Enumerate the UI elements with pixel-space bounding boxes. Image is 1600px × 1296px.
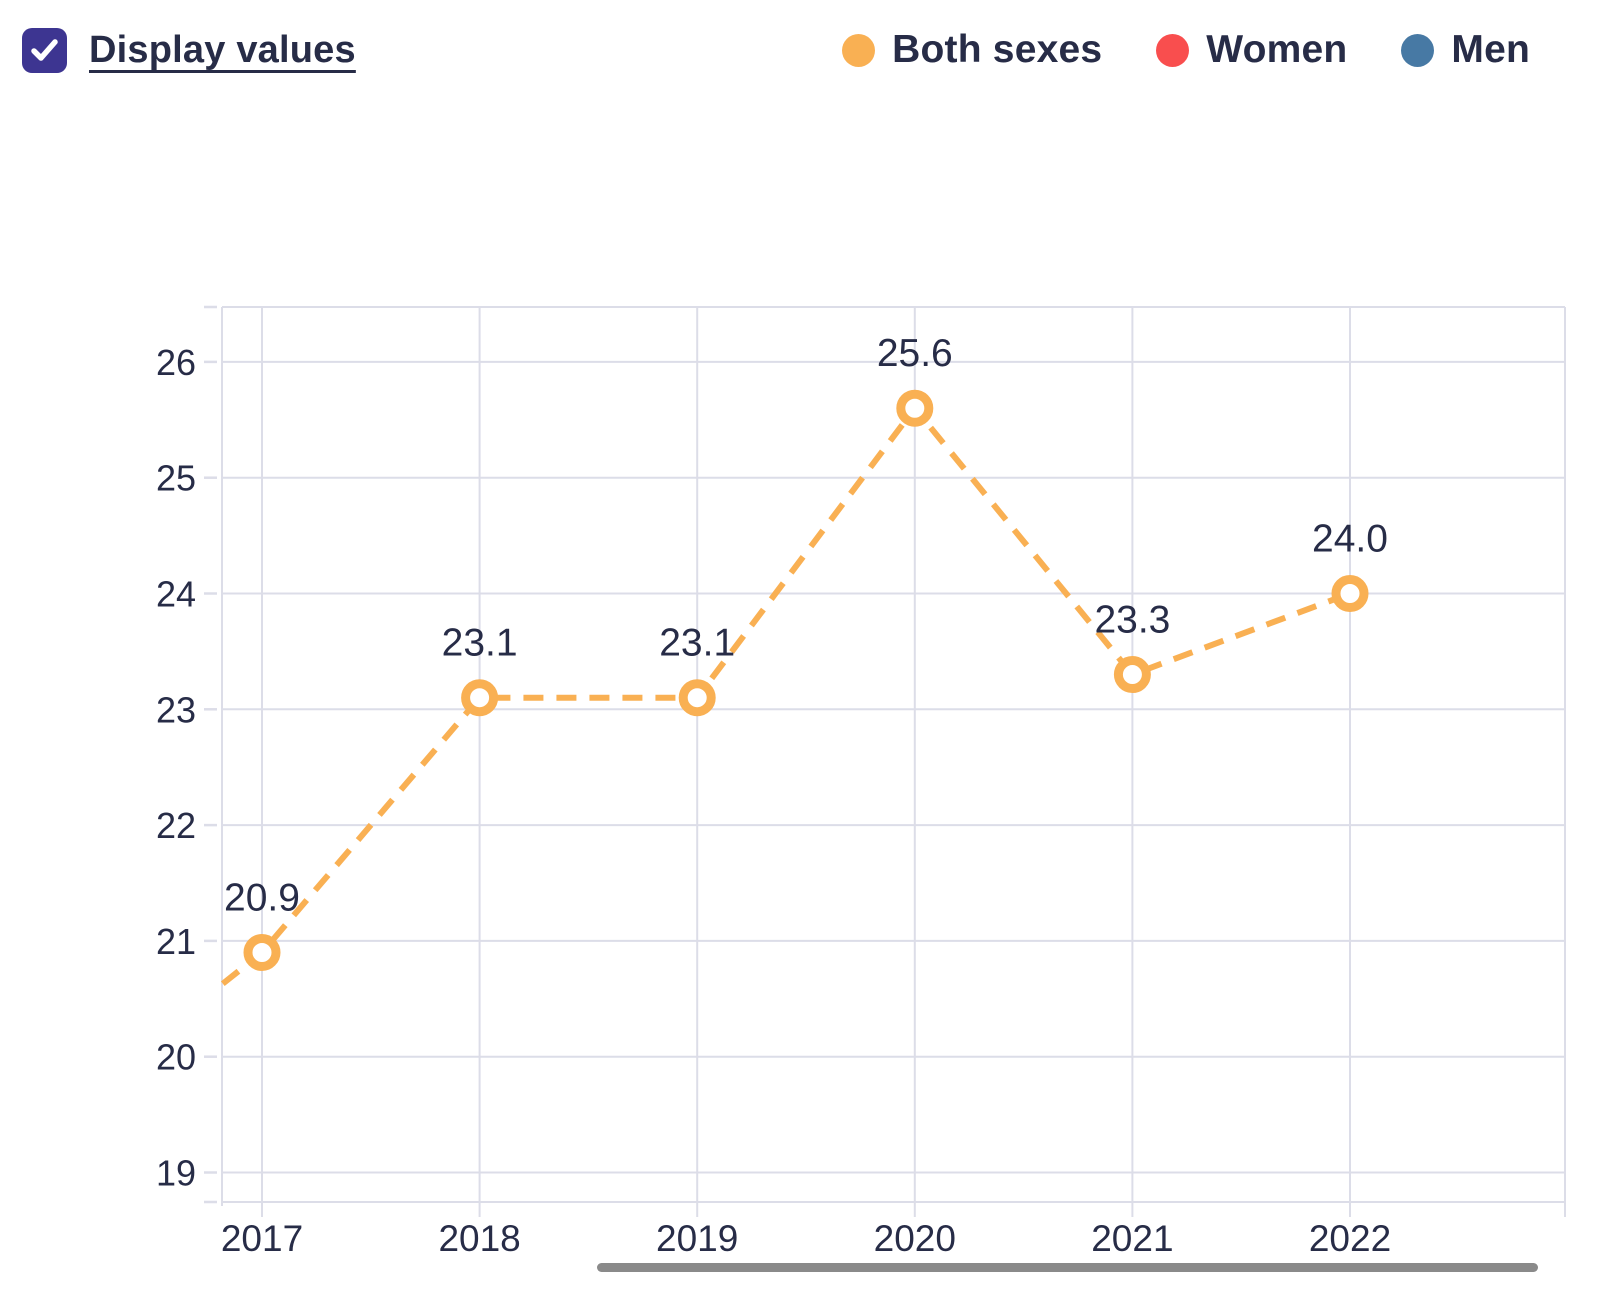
data-point-2019[interactable] <box>678 679 716 717</box>
checkmark-icon <box>31 38 58 61</box>
legend-label-women: Women <box>1206 28 1348 71</box>
data-value-label: 23.3 <box>1094 599 1170 642</box>
data-value-label: 20.9 <box>224 876 300 919</box>
y-axis-tick-label: 23 <box>156 689 196 730</box>
x-axis-tick-label: 2017 <box>221 1218 303 1259</box>
legend-item-both-sexes[interactable]: Both sexes <box>842 28 1102 72</box>
legend-label-men: Men <box>1451 28 1530 71</box>
data-point-2017[interactable] <box>243 933 281 971</box>
data-value-label: 25.6 <box>877 332 953 375</box>
data-value-label: 23.1 <box>659 622 735 665</box>
y-axis-tick-label: 21 <box>156 921 196 962</box>
legend-item-women[interactable]: Women <box>1156 28 1347 72</box>
x-axis-tick-label: 2022 <box>1309 1218 1391 1259</box>
data-value-label: 24.0 <box>1312 518 1388 561</box>
chart-scrollbar-thumb[interactable] <box>597 1263 1538 1272</box>
display-values-label[interactable]: Display values <box>89 28 356 71</box>
legend-dot-women <box>1156 33 1190 67</box>
y-axis-tick-label: 22 <box>156 805 196 846</box>
y-axis-tick-label: 25 <box>156 458 196 499</box>
data-point-2022[interactable] <box>1331 575 1369 612</box>
display-values-control[interactable]: Display values <box>22 27 356 73</box>
legend-label-both-sexes: Both sexes <box>892 28 1103 71</box>
legend-dot-men <box>1401 33 1435 67</box>
x-axis-tick-label: 2018 <box>438 1218 520 1259</box>
x-axis-tick-label: 2019 <box>656 1218 738 1259</box>
data-point-2020[interactable] <box>896 389 934 427</box>
x-axis-tick-label: 2020 <box>874 1218 956 1259</box>
y-axis-tick-label: 26 <box>156 342 196 383</box>
y-axis-tick-label: 24 <box>156 574 196 615</box>
y-axis-tick-label: 20 <box>156 1037 196 1078</box>
data-point-2021[interactable] <box>1113 656 1151 694</box>
display-values-checkbox[interactable] <box>22 27 67 73</box>
x-axis-tick-label: 2021 <box>1091 1218 1173 1259</box>
y-axis-tick-label: 19 <box>156 1153 196 1194</box>
legend-item-men[interactable]: Men <box>1401 28 1530 72</box>
data-value-label: 23.1 <box>442 622 518 665</box>
series-line-both-sexes <box>220 403 1352 987</box>
chart-toolbar: Display values Both sexes Women Men <box>22 22 1530 78</box>
data-point-2018[interactable] <box>461 679 499 717</box>
chart-legend: Both sexes Women Men <box>842 28 1530 72</box>
legend-dot-both-sexes <box>842 33 876 67</box>
